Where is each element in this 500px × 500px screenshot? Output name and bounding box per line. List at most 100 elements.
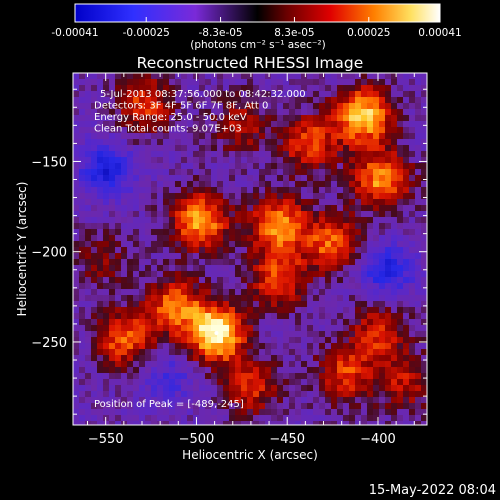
heatmap-cell (139, 79, 145, 85)
heatmap-cell (373, 103, 379, 109)
heatmap-cell (79, 241, 85, 247)
heatmap-cell (217, 127, 223, 133)
heatmap-cell (193, 331, 199, 337)
heatmap-cell (205, 109, 211, 115)
heatmap-cell (133, 193, 139, 199)
heatmap-cell (241, 109, 247, 115)
heatmap-cell (403, 367, 409, 373)
heatmap-cell (307, 163, 313, 169)
heatmap-cell (217, 373, 223, 379)
heatmap-cell (313, 79, 319, 85)
heatmap-cell (169, 157, 175, 163)
heatmap-cell (337, 229, 343, 235)
heatmap-cell (253, 91, 259, 97)
heatmap-cell (283, 121, 289, 127)
heatmap-cell (205, 325, 211, 331)
heatmap-cell (343, 367, 349, 373)
heatmap-cell (133, 361, 139, 367)
heatmap-cell (331, 307, 337, 313)
heatmap-cell (127, 391, 133, 397)
heatmap-cell (337, 151, 343, 157)
heatmap-cell (343, 73, 349, 79)
heatmap-cell (343, 151, 349, 157)
heatmap-cell (247, 205, 253, 211)
heatmap-cell (85, 199, 91, 205)
heatmap-cell (373, 277, 379, 283)
heatmap-cell (91, 217, 97, 223)
heatmap-cell (259, 403, 265, 409)
heatmap-cell (163, 319, 169, 325)
heatmap-cell (295, 115, 301, 121)
heatmap-cell (169, 97, 175, 103)
heatmap-cell (313, 97, 319, 103)
heatmap-cell (193, 127, 199, 133)
heatmap-cell (271, 277, 277, 283)
heatmap-cell (391, 85, 397, 91)
heatmap-cell (229, 391, 235, 397)
heatmap-cell (235, 361, 241, 367)
heatmap-cell (235, 331, 241, 337)
heatmap-cell (229, 205, 235, 211)
heatmap-cell (319, 277, 325, 283)
heatmap-cell (247, 313, 253, 319)
heatmap-cell (169, 403, 175, 409)
heatmap-cell (271, 103, 277, 109)
heatmap-cell (121, 295, 127, 301)
heatmap-cell (97, 421, 103, 425)
heatmap-cell (217, 277, 223, 283)
heatmap-cell (385, 91, 391, 97)
heatmap-cell (175, 169, 181, 175)
heatmap-cell (247, 151, 253, 157)
heatmap-cell (193, 223, 199, 229)
heatmap-cell (193, 283, 199, 289)
heatmap-cell (307, 385, 313, 391)
heatmap-cell (223, 355, 229, 361)
heatmap-cell (301, 79, 307, 85)
heatmap-cell (163, 217, 169, 223)
heatmap-cell (211, 115, 217, 121)
heatmap-cell (319, 223, 325, 229)
heatmap-cell (301, 301, 307, 307)
heatmap-cell (301, 109, 307, 115)
heatmap-cell (313, 253, 319, 259)
heatmap-cell (73, 103, 79, 109)
heatmap-cell (283, 187, 289, 193)
heatmap-cell (181, 109, 187, 115)
heatmap-cell (349, 289, 355, 295)
heatmap-cell (91, 247, 97, 253)
heatmap-cell (223, 301, 229, 307)
heatmap-cell (415, 85, 421, 91)
heatmap-cell (265, 109, 271, 115)
heatmap-cell (421, 247, 427, 253)
heatmap-cell (391, 289, 397, 295)
heatmap-cell (199, 235, 205, 241)
heatmap-cell (247, 181, 253, 187)
heatmap-cell (199, 211, 205, 217)
heatmap-cell (145, 163, 151, 169)
heatmap-cell (271, 385, 277, 391)
heatmap-cell (205, 145, 211, 151)
heatmap-cell (349, 193, 355, 199)
heatmap-cell (187, 265, 193, 271)
heatmap-cell (373, 127, 379, 133)
heatmap-cell (313, 319, 319, 325)
heatmap-cell (277, 115, 283, 121)
heatmap-cell (337, 289, 343, 295)
heatmap-cell (241, 253, 247, 259)
heatmap-cell (271, 109, 277, 115)
heatmap-cell (415, 415, 421, 421)
heatmap-cell (271, 235, 277, 241)
heatmap-cell (115, 295, 121, 301)
heatmap-cell (289, 265, 295, 271)
heatmap-cell (361, 223, 367, 229)
heatmap-cell (217, 409, 223, 415)
heatmap-cell (199, 169, 205, 175)
heatmap-cell (295, 253, 301, 259)
heatmap-cell (175, 79, 181, 85)
heatmap-cell (361, 235, 367, 241)
heatmap-cell (385, 271, 391, 277)
heatmap-cell (91, 265, 97, 271)
heatmap-cell (415, 79, 421, 85)
heatmap-cell (115, 157, 121, 163)
heatmap-cell (319, 133, 325, 139)
